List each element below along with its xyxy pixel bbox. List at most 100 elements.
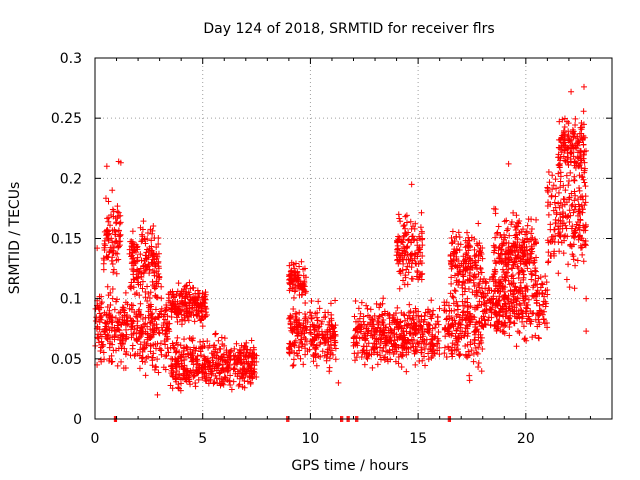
data-point — [291, 349, 298, 356]
data-point — [114, 318, 121, 325]
x-tick-label: 0 — [91, 431, 100, 447]
data-point — [510, 261, 517, 268]
data-point — [501, 294, 508, 301]
data-point — [168, 355, 175, 362]
data-point — [466, 372, 473, 379]
data-point — [361, 361, 368, 368]
data-point — [223, 359, 230, 366]
data-point — [561, 201, 568, 208]
data-point — [152, 306, 159, 313]
data-point — [199, 374, 206, 381]
data-point — [546, 179, 553, 186]
data-point — [312, 351, 319, 358]
data-point — [418, 209, 425, 216]
data-point — [508, 219, 515, 226]
data-point — [185, 289, 192, 296]
data-point — [302, 299, 309, 306]
data-point — [526, 316, 533, 323]
data-point — [179, 363, 186, 370]
data-point — [381, 357, 388, 364]
data-point — [221, 374, 228, 381]
data-point — [516, 300, 523, 307]
data-point — [128, 323, 135, 330]
data-point — [115, 227, 122, 234]
data-point — [368, 323, 375, 330]
data-point — [238, 342, 245, 349]
data-point — [181, 356, 188, 363]
data-point — [499, 242, 506, 249]
data-point — [521, 239, 528, 246]
data-point — [109, 261, 116, 268]
data-point — [294, 278, 301, 285]
data-point — [104, 331, 111, 338]
data-point — [407, 315, 414, 322]
data-point — [443, 316, 450, 323]
data-point — [172, 375, 179, 382]
data-point — [542, 287, 549, 294]
data-point — [430, 307, 437, 314]
data-point — [435, 329, 442, 336]
data-point — [205, 380, 212, 387]
data-point — [109, 239, 116, 246]
data-point — [317, 353, 324, 360]
data-point — [488, 314, 495, 321]
data-point — [411, 250, 418, 257]
data-point — [540, 298, 547, 305]
data-point — [465, 348, 472, 355]
data-point — [561, 136, 568, 143]
data-point — [524, 302, 531, 309]
data-point — [562, 232, 569, 239]
data-point — [514, 244, 521, 251]
data-point — [520, 250, 527, 257]
data-point — [195, 369, 202, 376]
data-point — [382, 324, 389, 331]
data-point — [422, 362, 429, 369]
data-point — [493, 260, 500, 267]
data-point — [142, 266, 149, 273]
data-point — [355, 305, 362, 312]
data-point — [144, 283, 151, 290]
data-point — [114, 250, 121, 257]
data-point — [407, 251, 414, 258]
data-point — [174, 341, 181, 348]
data-point — [497, 251, 504, 258]
data-point — [151, 366, 158, 373]
data-point — [533, 299, 540, 306]
data-point — [123, 348, 130, 355]
data-point — [582, 183, 589, 190]
data-point — [351, 357, 358, 364]
data-point — [396, 268, 403, 275]
data-point — [552, 193, 559, 200]
data-point — [509, 247, 516, 254]
data-point — [379, 319, 386, 326]
data-point — [513, 301, 520, 308]
data-point — [309, 336, 316, 343]
data-point — [216, 370, 223, 377]
data-point — [477, 331, 484, 338]
data-point — [175, 280, 182, 287]
data-point — [401, 312, 408, 319]
data-point — [532, 277, 539, 284]
data-point — [230, 353, 237, 360]
data-point — [402, 213, 409, 220]
data-point — [311, 352, 318, 359]
data-point — [115, 209, 122, 216]
data-point — [426, 340, 433, 347]
data-point — [202, 375, 209, 382]
data-point — [470, 279, 477, 286]
data-point — [520, 274, 527, 281]
data-point — [191, 301, 198, 308]
data-point — [579, 251, 586, 258]
data-point — [142, 344, 149, 351]
data-point — [442, 333, 449, 340]
data-point — [200, 299, 207, 306]
data-point — [298, 258, 305, 265]
data-point — [451, 307, 458, 314]
data-point — [496, 318, 503, 325]
data-point — [101, 257, 108, 264]
data-point — [133, 244, 140, 251]
data-point — [533, 216, 540, 223]
data-point — [532, 240, 539, 247]
data-point — [223, 347, 230, 354]
data-point — [481, 275, 488, 282]
